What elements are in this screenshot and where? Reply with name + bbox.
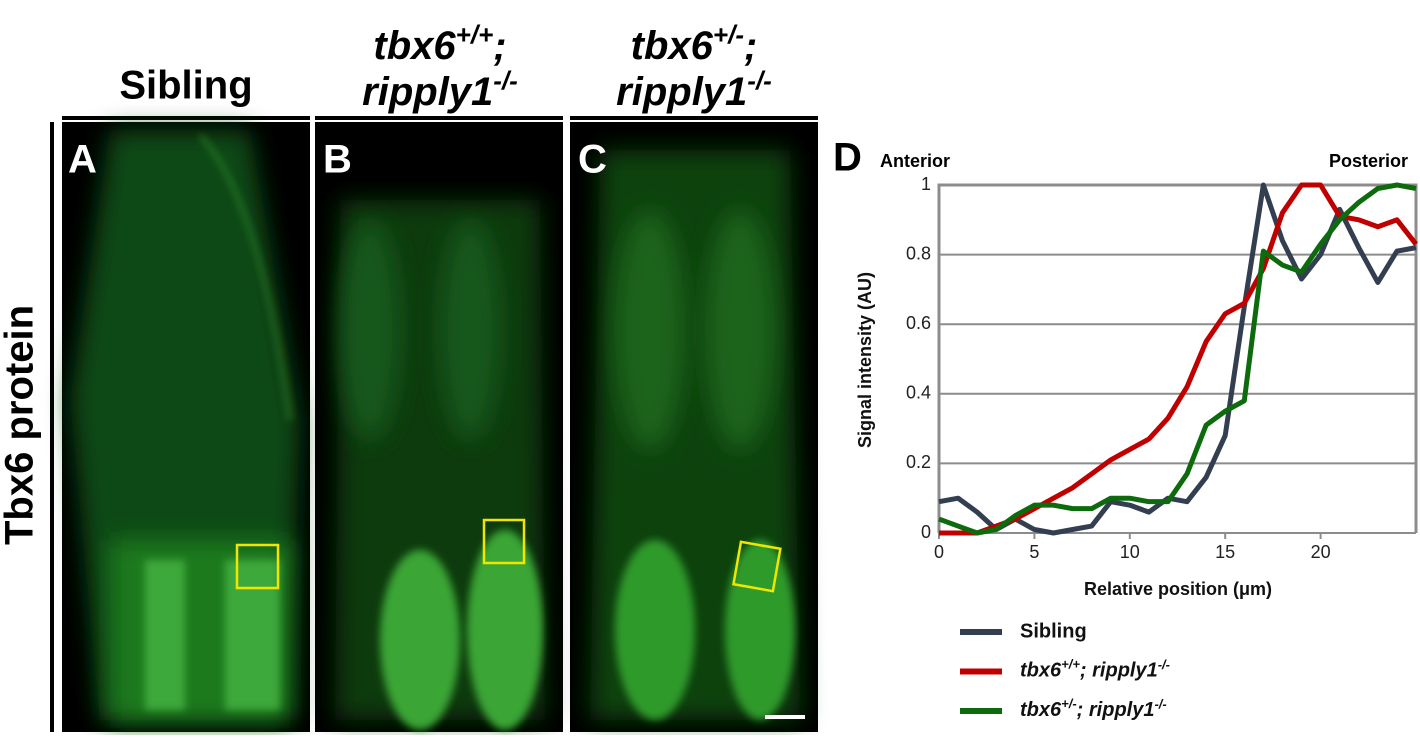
y-tick-label: 0.4 [906, 383, 931, 403]
x-tick-label: 5 [1029, 542, 1039, 562]
legend-entry: Sibling [1020, 620, 1087, 642]
panel-label: D [833, 136, 862, 180]
column-header: Sibling [119, 64, 252, 108]
y-tick-label: 0.8 [906, 243, 931, 263]
series-line [938, 182, 1417, 536]
y-tick-label: 0.2 [906, 452, 931, 472]
x-tick-label: 15 [1215, 542, 1235, 562]
x-tick-label: 0 [934, 542, 944, 562]
panel-label: B [323, 138, 352, 182]
panel-label: A [68, 138, 97, 182]
legend-entry: tbx6+/+; ripply1-/- [1020, 657, 1170, 682]
micrograph [570, 122, 818, 732]
x-axis-label: Relative position (μm) [1084, 579, 1272, 599]
x-tick-label: 10 [1120, 542, 1140, 562]
column-header: ripply1-/- [616, 65, 772, 113]
micrograph [315, 122, 563, 732]
x-tick-label: 20 [1311, 542, 1331, 562]
row-label: Tbx6 protein [0, 305, 42, 545]
y-tick-label: 0 [921, 522, 931, 542]
column-header: ripply1-/- [362, 65, 518, 113]
micrograph [62, 122, 310, 732]
panel-label: C [578, 138, 607, 182]
plot-frame [937, 183, 1418, 533]
annotation: Posterior [1329, 151, 1408, 171]
y-axis-label: Signal intensity (AU) [855, 272, 875, 448]
legend-entry: tbx6+/-; ripply1-/- [1020, 697, 1167, 722]
annotation: Anterior [880, 151, 950, 171]
column-header: tbx6+/-; [631, 19, 758, 68]
y-tick-label: 1 [921, 174, 931, 194]
series-line [939, 182, 1418, 536]
series-line [938, 182, 1417, 536]
column-header: tbx6+/+; [373, 19, 506, 68]
y-tick-label: 0.6 [906, 313, 931, 333]
